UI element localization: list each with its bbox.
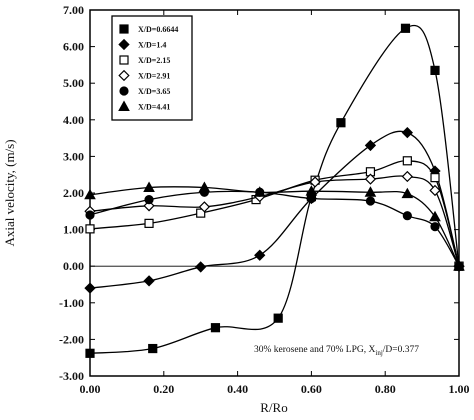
- data-point: [210, 323, 221, 333]
- legend-label: X/D=2.15: [138, 56, 170, 65]
- data-point: [429, 210, 441, 222]
- data-point: [119, 86, 129, 96]
- y-tick-label: -3.00: [59, 369, 84, 383]
- data-point: [119, 55, 129, 65]
- data-point: [144, 218, 154, 228]
- series-line: [89, 130, 460, 289]
- data-point: [364, 186, 377, 197]
- y-tick-label: 5.00: [63, 76, 84, 90]
- data-point: [336, 118, 346, 128]
- legend-entry: X/D=2.15: [119, 55, 170, 65]
- y-tick-label: 6.00: [63, 40, 84, 54]
- data-point: [196, 208, 206, 218]
- legend-entry: X/D=4.41: [118, 100, 170, 112]
- data-point: [85, 348, 95, 358]
- legend-entry: X/D=3.65: [119, 86, 170, 96]
- x-tick-label: 0.40: [227, 382, 248, 396]
- series-4: [84, 170, 465, 272]
- x-tick-label: 1.00: [449, 382, 470, 396]
- legend-label: X/D=1.4: [138, 41, 166, 50]
- data-point: [401, 126, 413, 139]
- y-tick-label: 1.00: [63, 223, 84, 237]
- data-point: [143, 181, 155, 192]
- y-tick-label: 2.00: [63, 186, 84, 200]
- legend-label: X/D=0.6644: [138, 25, 178, 34]
- data-point: [401, 170, 413, 183]
- y-tick-label: 3.00: [63, 149, 84, 163]
- annotation-suffix: /D=0.377: [383, 345, 419, 355]
- x-tick-label: 0.80: [375, 382, 396, 396]
- data-point: [84, 282, 96, 294]
- data-point: [198, 181, 211, 192]
- data-point: [453, 260, 465, 271]
- data-point: [400, 23, 411, 33]
- data-point: [253, 186, 266, 197]
- data-point: [430, 173, 440, 183]
- legend-label: X/D=4.41: [138, 103, 170, 112]
- data-point: [118, 38, 130, 51]
- series-line: [89, 190, 460, 267]
- y-axis-label: Axial velocity, (m/s): [2, 139, 17, 246]
- legend-entry: X/D=1.4: [118, 38, 166, 51]
- data-point: [119, 24, 129, 34]
- data-point: [85, 224, 95, 234]
- data-point: [364, 139, 377, 152]
- data-point: [305, 185, 318, 196]
- data-point: [306, 193, 316, 204]
- y-tick-label: -2.00: [59, 332, 84, 346]
- data-point: [118, 69, 130, 82]
- series-6: [84, 181, 465, 271]
- annotation: 30% kerosene and 70% LPG, Xinj/D=0.377: [254, 345, 419, 357]
- y-tick-label: 7.00: [63, 3, 84, 17]
- data-point: [143, 275, 155, 287]
- data-point: [401, 187, 414, 199]
- legend-entry: X/D=2.91: [118, 69, 170, 82]
- x-tick-label: 0.00: [80, 382, 101, 396]
- x-axis-label: R/Ro: [260, 400, 287, 415]
- data-point: [402, 211, 412, 221]
- series-5: [85, 187, 464, 271]
- data-point: [365, 196, 376, 206]
- data-point: [85, 210, 95, 220]
- data-point: [195, 261, 207, 273]
- legend-label: X/D=2.91: [138, 72, 170, 81]
- data-point: [273, 313, 283, 323]
- annotation-subscript: inj: [375, 349, 382, 357]
- data-point: [144, 194, 154, 205]
- data-point: [309, 176, 321, 188]
- data-point: [429, 184, 441, 197]
- legend-entry: X/D=0.6644: [119, 24, 178, 34]
- data-point: [118, 100, 130, 111]
- data-point: [402, 156, 412, 166]
- data-point: [364, 173, 377, 185]
- data-point: [430, 65, 440, 75]
- series-2: [84, 126, 465, 294]
- data-point: [430, 222, 440, 232]
- x-tick-label: 0.20: [153, 382, 174, 396]
- data-point: [148, 343, 158, 354]
- data-point: [254, 249, 266, 261]
- data-point: [198, 201, 211, 213]
- y-tick-label: 4.00: [63, 113, 84, 127]
- y-tick-label: 0.00: [63, 259, 84, 273]
- x-tick-label: 0.60: [301, 382, 322, 396]
- legend-label: X/D=3.65: [138, 87, 170, 96]
- data-point: [84, 188, 96, 200]
- y-tick-label: -1.00: [59, 296, 84, 310]
- annotation-prefix: 30% kerosene and 70% LPG, X: [254, 345, 376, 355]
